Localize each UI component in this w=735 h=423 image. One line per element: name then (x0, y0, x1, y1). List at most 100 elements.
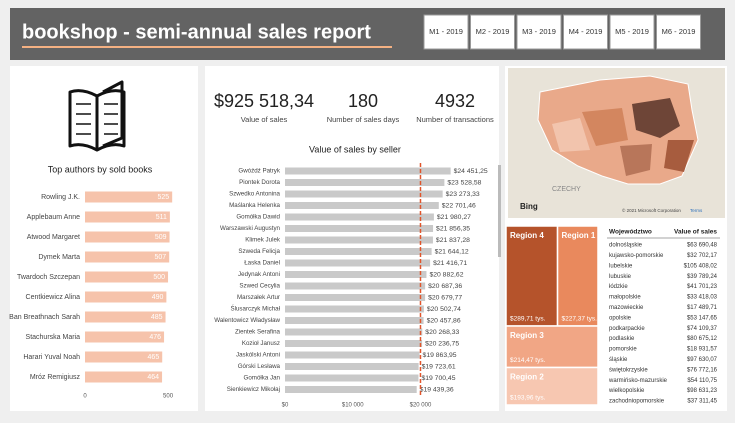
value-label: $20 268,33 (425, 329, 459, 336)
kpi-value: 180 (348, 91, 378, 111)
value-label: $19 700,45 (421, 375, 455, 382)
category-label: Atwood Margaret (27, 234, 80, 241)
tile-value: $227,37 tys. (562, 316, 598, 323)
category-label: Dymek Marta (38, 254, 80, 261)
chart-title: Value of sales by seller (309, 144, 401, 154)
category-label: Szwed Cecylia (239, 283, 280, 290)
table-cell: $32 702,17 (687, 253, 718, 259)
category-label: Gwóźdź Patryk (238, 168, 281, 175)
value-label: $21 837,28 (436, 237, 470, 244)
table-cell: lubelskie (609, 263, 633, 269)
month-button-label[interactable]: M1 - 2019 (429, 27, 463, 36)
value-label: $22 701,46 (442, 202, 476, 209)
bar (85, 371, 163, 383)
table-cell: podlaskie (609, 336, 635, 342)
bar (285, 179, 445, 186)
category-label: Applebaum Anne (27, 214, 80, 221)
table-cell: podkarpackie (609, 326, 645, 332)
value-label: 465 (148, 354, 160, 361)
map-region (632, 98, 680, 138)
table-cell: $105 408,02 (684, 263, 718, 269)
category-label: Ban Breathnach Sarah (9, 314, 80, 321)
table-cell: $17 489,71 (687, 305, 718, 311)
tile-label: Region 1 (562, 231, 596, 240)
category-label: Gomółka Jan (244, 375, 281, 382)
value-label: 476 (149, 334, 161, 341)
value-label: 525 (158, 194, 170, 201)
bar (285, 167, 451, 175)
category-label: Warszawski Augustyn (220, 225, 281, 232)
month-button-label[interactable]: M5 - 2019 (615, 27, 649, 36)
month-button[interactable] (656, 14, 701, 50)
table-cell: $80 675,12 (687, 336, 718, 342)
category-label: Jedynak Antoni (238, 271, 280, 278)
value-label: $19 723,61 (422, 363, 456, 370)
treemap-tile[interactable] (556, 225, 599, 327)
month-button[interactable] (423, 14, 469, 50)
table-cell: zachodniopomorskie (609, 399, 665, 405)
map-provider: Bing (520, 202, 538, 211)
treemap-tile[interactable] (505, 225, 559, 327)
month-button-label[interactable]: M3 - 2019 (522, 27, 556, 36)
month-button[interactable] (609, 14, 655, 50)
bar (285, 190, 443, 198)
bar (285, 282, 426, 290)
bar (85, 271, 169, 283)
map-region (620, 144, 652, 176)
category-label: Mróz Remigiusz (30, 374, 81, 381)
bar (85, 231, 170, 243)
category-label: Zientek Serafina (235, 329, 281, 336)
value-label: $20 687,36 (428, 283, 462, 290)
tile-label: Region 2 (510, 373, 544, 382)
table-cell: $97 630,07 (687, 357, 718, 363)
table-cell: lubuskie (609, 274, 632, 280)
table-header: Value of sales (674, 229, 717, 236)
bar (285, 305, 424, 313)
table-cell: opolskie (609, 315, 632, 321)
map-terms[interactable]: Terms (690, 208, 703, 213)
value-label: 509 (155, 234, 167, 241)
bar (285, 213, 434, 221)
bar (285, 386, 417, 393)
table-cell: warmińsko-mazurskie (608, 378, 668, 384)
value-label: 511 (156, 214, 167, 221)
table-cell: $41 701,23 (687, 284, 718, 290)
month-button[interactable] (516, 14, 562, 50)
month-button[interactable] (563, 14, 608, 50)
treemap-tile[interactable] (505, 366, 599, 406)
month-button-label[interactable]: M2 - 2019 (476, 27, 510, 36)
month-button-label[interactable]: M4 - 2019 (569, 27, 603, 36)
table-cell: kujawsko-pomorskie (609, 253, 664, 259)
kpi-label: Value of sales (241, 115, 288, 124)
table-cell: $18 931,57 (687, 347, 718, 353)
x-tick-label: $0 (282, 403, 289, 409)
map-region (582, 108, 628, 146)
value-label: $21 856,35 (436, 225, 470, 232)
category-label: Jaskólski Antoni (236, 352, 280, 359)
table-cell: dolnośląskie (609, 243, 643, 249)
category-label: Piontek Dorota (239, 179, 280, 186)
table-cell: $54 110,75 (687, 378, 717, 384)
table-cell: pomorskie (609, 347, 637, 353)
table-cell: śląskie (609, 357, 628, 363)
kpi-value: 4932 (435, 91, 475, 111)
scrollbar[interactable] (498, 165, 501, 257)
value-label: $20 502,74 (427, 306, 461, 313)
month-button[interactable] (470, 14, 515, 50)
bar (285, 259, 431, 267)
treemap-tile[interactable] (505, 325, 599, 369)
kpi-label: Number of sales days (327, 115, 400, 124)
bar (285, 351, 420, 359)
table-cell: $98 631,23 (687, 388, 718, 394)
bar (285, 202, 439, 209)
value-label: $21 980,27 (437, 214, 471, 221)
tile-label: Region 4 (510, 231, 544, 240)
category-label: Rowling J.K. (41, 194, 80, 201)
category-label: Klimek Julek (245, 237, 281, 244)
bar (85, 351, 163, 363)
value-label: $20 236,75 (425, 340, 459, 347)
bar (85, 211, 170, 223)
month-button-label[interactable]: M6 - 2019 (662, 27, 696, 36)
book-icon (68, 80, 126, 152)
